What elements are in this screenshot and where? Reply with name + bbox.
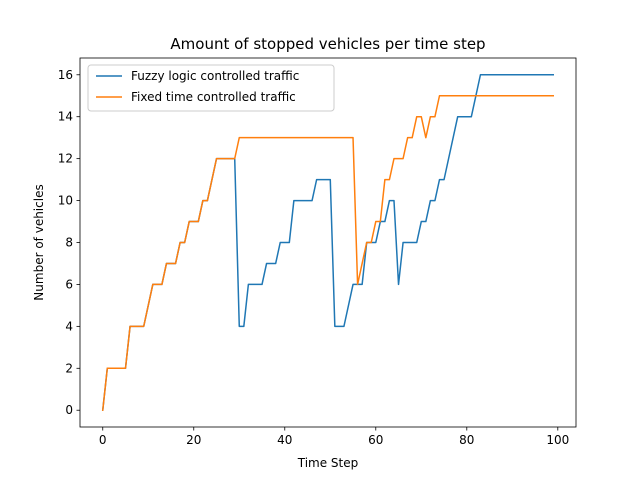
y-tick-label: 16 bbox=[58, 68, 73, 82]
x-tick-label: 0 bbox=[99, 433, 107, 447]
y-tick-label: 4 bbox=[65, 319, 73, 333]
x-axis-label: Time Step bbox=[297, 456, 359, 470]
y-tick-label: 2 bbox=[65, 361, 73, 375]
y-tick-label: 12 bbox=[58, 152, 73, 166]
y-axis-label: Number of vehicles bbox=[32, 184, 46, 300]
y-tick-label: 0 bbox=[65, 403, 73, 417]
x-tick-label: 60 bbox=[368, 433, 383, 447]
y-tick-label: 10 bbox=[58, 194, 73, 208]
series-line-0 bbox=[101, 74, 554, 412]
y-tick-label: 8 bbox=[65, 236, 73, 250]
x-tick-label: 100 bbox=[546, 433, 569, 447]
chart-title: Amount of stopped vehicles per time step bbox=[170, 35, 485, 53]
plot-frame bbox=[79, 57, 577, 428]
x-tick-label: 80 bbox=[459, 433, 474, 447]
y-tick-label: 6 bbox=[65, 277, 73, 291]
series-line-1 bbox=[101, 94, 554, 412]
y-tick-label: 14 bbox=[58, 110, 73, 124]
legend-label-1: Fixed time controlled traffic bbox=[131, 90, 296, 104]
legend-box bbox=[87, 64, 335, 112]
x-tick-label: 20 bbox=[186, 433, 201, 447]
legend-label-0: Fuzzy logic controlled traffic bbox=[131, 69, 299, 83]
x-tick-label: 40 bbox=[277, 433, 292, 447]
